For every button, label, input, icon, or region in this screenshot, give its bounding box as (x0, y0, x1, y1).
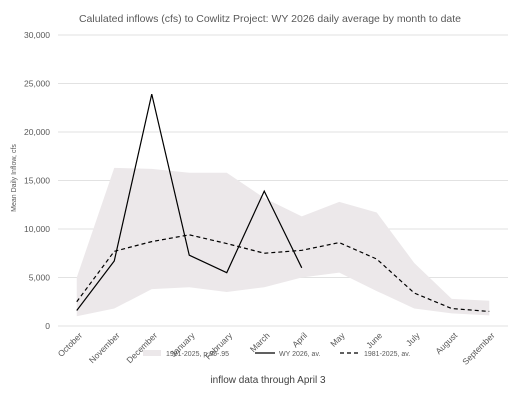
y-tick-label: 10,000 (24, 224, 50, 234)
y-tick-label: 25,000 (24, 79, 50, 89)
x-tick-label: October (56, 330, 85, 359)
chart-title: Calulated inflows (cfs) to Cowlitz Proje… (79, 13, 461, 25)
x-tick-label: November (87, 330, 122, 365)
x-tick-label: June (364, 330, 384, 350)
legend-label-average: 1981-2025, av. (364, 351, 410, 358)
x-axis-ticks: October November December January February Ma… (56, 330, 497, 367)
x-tick-label: September (460, 330, 497, 367)
y-tick-label: 20,000 (24, 127, 50, 137)
series-line-wy2026 (76, 94, 303, 311)
y-axis-ticks: 0 5,000 10,000 15,000 20,000 25,000 30,000 (24, 30, 50, 331)
footnote: inflow data through April 3 (210, 375, 326, 386)
legend-label-band: 1981-2025, p.05-.95 (166, 351, 229, 358)
x-tick-label: May (328, 330, 347, 349)
x-tick-label: August (433, 330, 459, 356)
y-axis-label: Mean Daily Inflow, cfs (11, 144, 18, 212)
y-tick-label: 5,000 (29, 273, 51, 283)
legend-swatch-band (143, 350, 161, 356)
y-tick-label: 15,000 (24, 176, 50, 186)
series-layer (76, 94, 490, 313)
y-tick-label: 30,000 (24, 30, 50, 40)
legend-label-wy2026: WY 2026, av. (279, 351, 320, 358)
percentile-band-layer (76, 167, 490, 317)
x-tick-label: July (404, 330, 422, 348)
x-tick-label: December (124, 330, 159, 365)
legend: 1981-2025, p.05-.95 WY 2026, av. 1981-2025… (143, 350, 410, 358)
y-tick-label: 0 (45, 321, 50, 331)
x-tick-label: March (248, 330, 272, 354)
percentile-band (76, 167, 490, 317)
x-tick-label: April (290, 330, 309, 349)
